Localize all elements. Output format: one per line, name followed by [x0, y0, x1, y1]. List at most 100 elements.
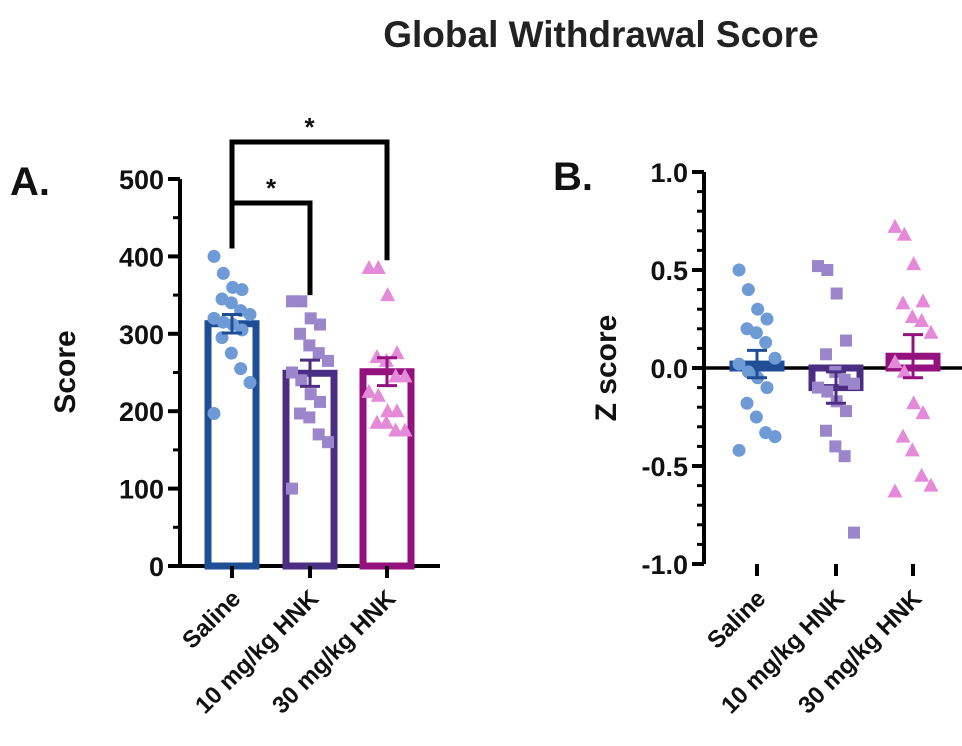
- data-point-b: [904, 309, 920, 324]
- data-point-b: [895, 428, 911, 443]
- data-point-a: [243, 376, 257, 390]
- data-point-a: [322, 354, 334, 367]
- y-tick-label-a: 500: [119, 165, 164, 195]
- data-point-a: [312, 347, 325, 360]
- significance-star-a: *: [266, 173, 277, 203]
- y-axis-label-b: Z score: [590, 315, 623, 422]
- data-point-a: [304, 388, 317, 401]
- data-point-b: [829, 440, 842, 453]
- data-point-a: [294, 407, 306, 420]
- y-tick-label-b: 0.5: [650, 256, 688, 286]
- data-point-b: [812, 381, 824, 394]
- data-point-b: [887, 483, 903, 498]
- data-point-a: [207, 249, 221, 263]
- y-tick-label-a: 400: [119, 242, 164, 272]
- data-point-b: [904, 442, 920, 457]
- data-point-b: [821, 385, 834, 398]
- data-point-b: [812, 260, 824, 273]
- data-point-a: [370, 387, 386, 402]
- data-point-a: [378, 414, 394, 429]
- panel-label-a: A.: [10, 160, 50, 204]
- y-tick-label-b: -0.5: [641, 452, 688, 482]
- panel-label-b: B.: [553, 155, 593, 199]
- data-point-a: [294, 327, 306, 340]
- data-point-a: [295, 374, 308, 387]
- data-point-a: [234, 362, 248, 376]
- data-point-a: [224, 346, 238, 360]
- data-point-a: [303, 339, 316, 352]
- data-point-a: [224, 296, 238, 310]
- data-point-b: [896, 226, 912, 241]
- data-point-b: [732, 357, 746, 371]
- data-point-a: [397, 368, 413, 383]
- y-tick-label-a: 0: [149, 552, 164, 582]
- significance-star-a: *: [304, 112, 315, 142]
- data-point-b: [923, 477, 939, 492]
- data-point-a: [397, 422, 413, 437]
- data-point-a: [380, 287, 396, 302]
- data-point-b: [923, 324, 939, 339]
- data-point-b: [906, 256, 922, 271]
- bar-1-a: [282, 369, 338, 570]
- data-point-a: [314, 395, 326, 408]
- data-point-b: [768, 351, 782, 365]
- data-point-b: [914, 467, 930, 482]
- data-point-b: [848, 526, 860, 539]
- data-point-a: [295, 295, 308, 308]
- x-tick-label-a: Saline: [177, 585, 246, 654]
- data-point-b: [914, 312, 930, 327]
- data-point-a: [369, 349, 385, 364]
- data-point-b: [820, 348, 832, 361]
- data-point-b: [830, 287, 843, 300]
- data-point-b: [915, 293, 931, 308]
- data-point-a: [286, 366, 298, 379]
- data-point-a: [389, 345, 405, 360]
- data-point-a: [243, 307, 257, 321]
- data-point-b: [820, 424, 832, 437]
- significance-bracket-a: [229, 139, 390, 261]
- significance-bracket-a: [229, 200, 313, 296]
- data-point-b: [741, 283, 755, 297]
- data-point-b: [740, 396, 754, 410]
- data-point-b: [751, 302, 765, 316]
- data-point-b: [840, 405, 852, 418]
- data-point-b: [760, 381, 774, 395]
- data-point-a: [322, 436, 334, 449]
- y-tick-label-b: 1.0: [650, 158, 688, 188]
- bar-0-a: [204, 320, 260, 570]
- data-point-b: [732, 263, 746, 277]
- data-point-b: [887, 218, 903, 233]
- data-point-a: [216, 266, 230, 280]
- data-point-b: [759, 336, 773, 350]
- data-point-b: [887, 354, 903, 369]
- y-tick-label-b: -1.0: [641, 550, 688, 580]
- data-point-a: [235, 283, 249, 297]
- y-axis-label-a: Score: [49, 330, 82, 413]
- chart-title: Global Withdrawal Score: [383, 14, 819, 55]
- data-point-a: [361, 383, 377, 398]
- data-point-b: [848, 377, 860, 390]
- data-point-b: [821, 264, 834, 276]
- data-point-b: [749, 326, 763, 340]
- y-tick-label-a: 200: [119, 397, 164, 427]
- data-point-b: [906, 395, 922, 410]
- data-point-a: [286, 295, 298, 308]
- bar-2-a: [359, 368, 415, 570]
- data-point-b: [915, 405, 931, 420]
- x-tick-label-b: Saline: [702, 585, 771, 654]
- data-point-b: [840, 334, 852, 347]
- data-point-b: [838, 373, 851, 386]
- data-point-b: [760, 312, 774, 326]
- data-point-b: [895, 295, 911, 310]
- data-point-a: [312, 428, 325, 441]
- y-tick-label-b: 0.0: [650, 354, 688, 384]
- data-point-b: [749, 410, 763, 424]
- y-tick-label-a: 100: [119, 475, 164, 505]
- data-point-a: [207, 407, 221, 421]
- y-tick-label-a: 300: [119, 320, 164, 350]
- data-point-a: [389, 403, 405, 418]
- data-point-b: [741, 365, 755, 379]
- data-point-a: [304, 312, 317, 325]
- data-point-a: [286, 482, 298, 495]
